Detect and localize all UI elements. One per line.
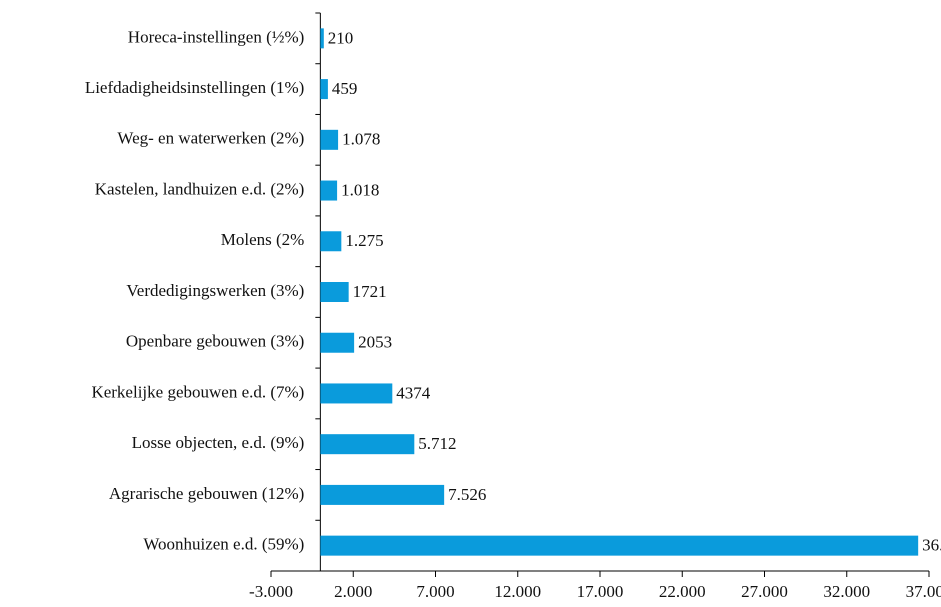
data-label: 2053: [358, 333, 392, 352]
y-tick-label: Agrarische gebouwen (12%): [109, 484, 304, 503]
x-tick-label: 27.000: [741, 582, 788, 601]
data-label: 459: [332, 79, 358, 98]
y-tick-label: Losse objecten, e.d. (9%): [132, 433, 305, 452]
bar: [320, 383, 393, 404]
x-tick-label: 32.000: [823, 582, 870, 601]
y-tick-label: Woonhuizen e.d. (59%): [143, 535, 304, 554]
x-tick-label: 22.000: [659, 582, 706, 601]
x-tick-label: -3.000: [249, 582, 293, 601]
bar: [320, 79, 328, 100]
y-tick-label: Weg- en waterwerken (2%): [117, 129, 304, 148]
bar: [320, 231, 342, 252]
bar: [320, 282, 349, 302]
x-tick-label: 17.000: [577, 582, 624, 601]
x-tick-label: 12.000: [494, 582, 541, 601]
bar: [320, 129, 339, 150]
data-label: 36.342: [922, 536, 941, 555]
bar: [320, 332, 355, 353]
data-label: 210: [328, 28, 354, 47]
bar: [320, 434, 415, 455]
bar: [320, 535, 919, 556]
data-label: 1.078: [342, 130, 380, 149]
y-tick-label: Liefdadigheidsinstellingen (1%): [85, 78, 305, 97]
data-label: 4374: [396, 383, 431, 402]
data-label: 1.275: [345, 231, 383, 250]
bar: [320, 484, 445, 505]
x-tick-label: 2.000: [334, 582, 372, 601]
bar: [320, 28, 324, 49]
x-tick-label: 37.000: [906, 582, 941, 601]
data-label: 1.018: [341, 180, 379, 199]
bar: [320, 180, 338, 201]
x-tick-label: 7.000: [416, 582, 454, 601]
y-tick-label: Kastelen, landhuizen e.d. (2%): [95, 179, 305, 198]
y-tick-label: Openbare gebouwen (3%): [126, 332, 304, 351]
y-tick-label: Verdedigingswerken (3%): [126, 281, 304, 300]
y-tick-label: Kerkelijke gebouwen e.d. (7%): [91, 382, 304, 401]
y-tick-label: Horeca-instellingen (½%): [128, 27, 305, 46]
data-label: 7.526: [448, 485, 486, 504]
y-tick-label: Molens (2%: [221, 230, 305, 249]
data-label: 5.712: [418, 434, 456, 453]
data-label: 1721: [353, 282, 387, 301]
